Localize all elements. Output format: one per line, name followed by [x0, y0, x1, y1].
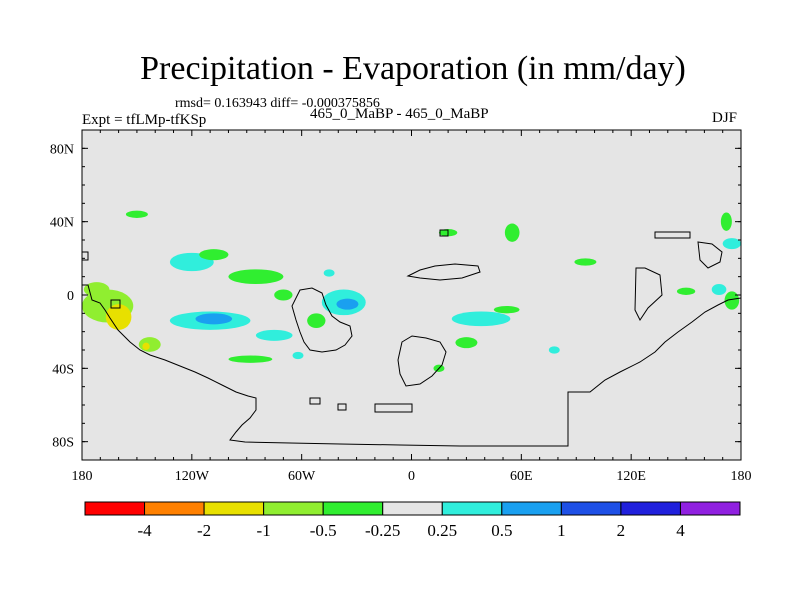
contour-patch-16	[228, 355, 273, 363]
x-tick-label-2: 60W	[288, 469, 316, 484]
contour-patch-13	[336, 298, 359, 310]
colorbar-label-0: -4	[137, 521, 152, 540]
y-tick-label-4: 80S	[52, 436, 74, 451]
colorbar-label-4: -0.25	[365, 521, 400, 540]
colorbar-box-10	[679, 501, 741, 516]
y-tick-label-1: 40N	[50, 216, 74, 231]
contour-patch-21	[504, 223, 520, 242]
coastline-layer	[82, 229, 741, 447]
experiment-label: Expt = tfLMp-tfKSp	[82, 112, 207, 128]
colorbar-box-7	[501, 501, 562, 516]
contour-patch-23	[574, 258, 597, 266]
y-tick-label-2: 0	[67, 289, 74, 304]
colorbar-label-8: 2	[617, 521, 626, 540]
contour-patch-25	[676, 287, 696, 296]
colorbar-box-0	[84, 501, 146, 516]
colorbar-box-3	[263, 501, 324, 516]
contour-patch-18	[451, 311, 511, 327]
axes-layer: 180 120W 60W 0 60E 120E 180 80N 40N 0 40S 80S	[50, 129, 752, 484]
contour-patch-5	[125, 210, 148, 218]
colorbar-box-4	[322, 501, 384, 516]
colorbar-box-5	[382, 501, 443, 516]
coastline-islands	[82, 229, 691, 411]
contour-patch-24	[548, 346, 560, 354]
x-tick-label-4: 60E	[510, 469, 533, 484]
colorbar-label-9: 4	[676, 521, 685, 540]
coastline-north-east	[406, 263, 481, 281]
x-tick-label-6: 180	[731, 469, 752, 484]
contour-patch-4	[142, 342, 150, 351]
coastline-antarctic-block	[374, 403, 413, 413]
colorbar-label-1: -2	[197, 521, 211, 540]
contour-patch-11	[274, 289, 293, 301]
plot-title: Precipitation - Evaporation (in mm/day)	[140, 50, 686, 87]
coastline-south-america	[291, 287, 353, 353]
colorbar-box-6	[441, 501, 503, 516]
contour-patch-19	[493, 306, 520, 314]
contour-patch-3	[138, 337, 161, 352]
contour-fill-layer	[82, 210, 741, 373]
colorbar-label-7: 1	[557, 521, 566, 540]
colorbar-label-3: -0.5	[310, 521, 337, 540]
y-tick-label-3: 40S	[52, 362, 74, 377]
contour-patch-17	[292, 351, 304, 360]
x-tick-label-0: 180	[72, 469, 93, 484]
x-tick-label-1: 120W	[175, 469, 210, 484]
contour-patch-10	[195, 313, 233, 325]
contour-patch-7	[199, 249, 229, 261]
colorbar-box-8	[560, 501, 622, 516]
stats-label: rmsd= 0.163943 diff= -0.000375856	[175, 96, 380, 111]
colorbar-box-9	[620, 501, 681, 516]
colorbar-label-2: -1	[257, 521, 271, 540]
contour-patch-15	[255, 329, 293, 341]
coastline-americas	[82, 284, 741, 447]
coastline-africa	[397, 335, 447, 387]
colorbar: -4 -2 -1 -0.5 -0.25 0.25 0.5 1 2 4	[84, 501, 741, 540]
season-label: DJF	[712, 110, 738, 126]
contour-patch-8	[228, 269, 284, 284]
contour-patch-1	[105, 304, 132, 330]
colorbar-box-1	[144, 501, 205, 516]
contour-patch-27	[722, 238, 741, 250]
y-tick-label-0: 80N	[50, 142, 74, 157]
contour-patch-28	[720, 212, 732, 231]
colorbar-label-6: 0.5	[491, 521, 512, 540]
contour-patch-20	[455, 337, 478, 349]
contour-patch-26	[711, 284, 727, 295]
contour-patch-29	[724, 291, 740, 310]
x-tick-label-5: 120E	[616, 469, 646, 484]
x-tick-label-3: 0	[408, 469, 415, 484]
comparison-label: 465_0_MaBP - 465_0_MaBP	[310, 106, 489, 122]
contour-patch-30	[323, 269, 335, 277]
contour-patch-14	[307, 313, 326, 328]
colorbar-box-2	[203, 501, 265, 516]
coastline-east-asia	[634, 241, 723, 321]
colorbar-label-5: 0.25	[427, 521, 457, 540]
